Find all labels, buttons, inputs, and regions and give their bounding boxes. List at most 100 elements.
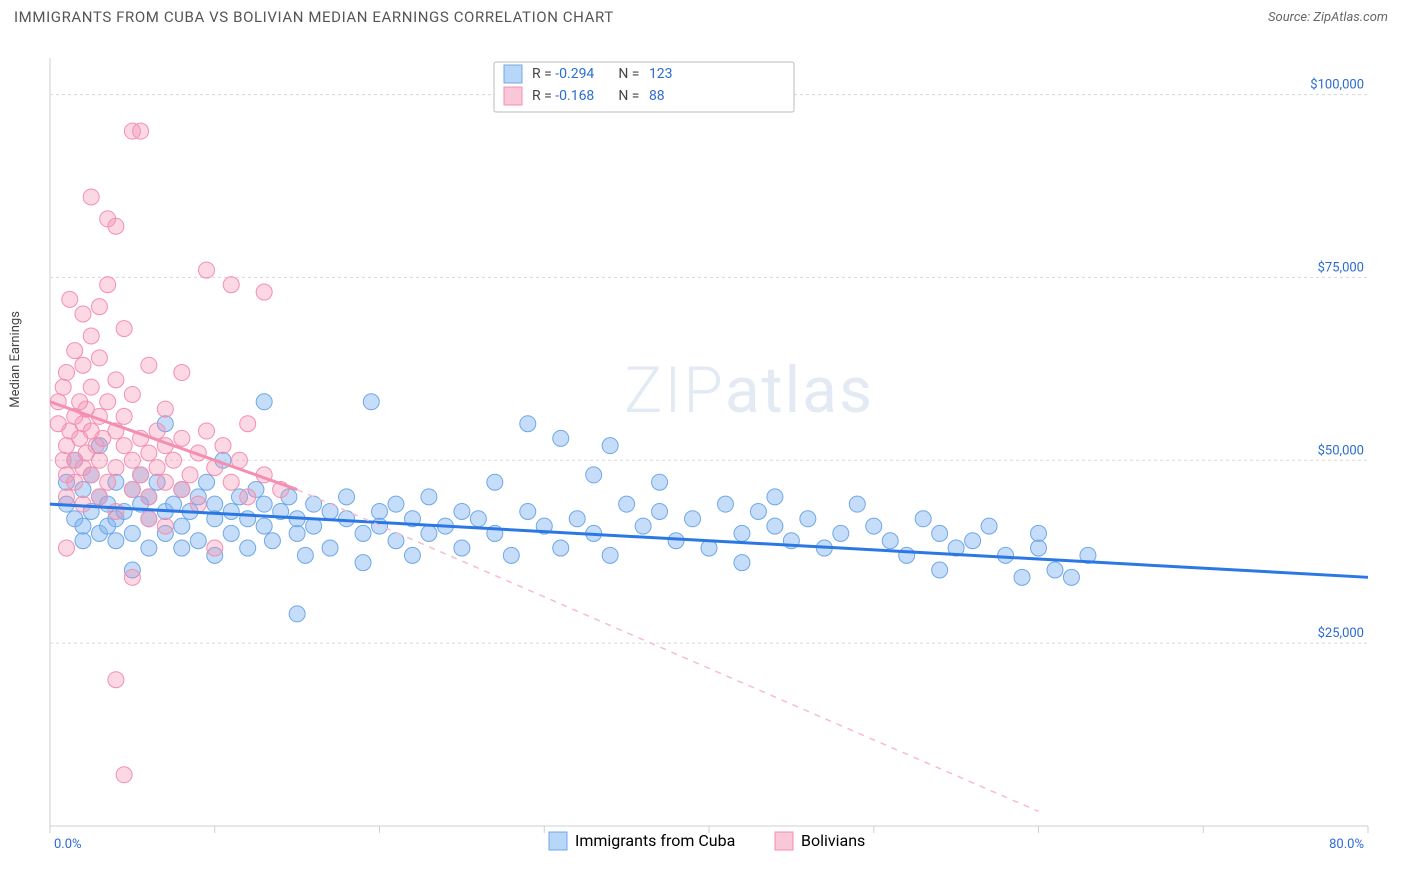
data-point — [58, 489, 74, 505]
data-point — [520, 416, 536, 432]
y-tick-label: $25,000 — [1318, 626, 1364, 641]
data-point — [882, 533, 898, 549]
data-point — [932, 562, 948, 578]
data-point — [223, 525, 239, 541]
data-point — [83, 189, 99, 205]
data-point — [355, 525, 371, 541]
data-point — [190, 496, 206, 512]
data-point — [1047, 562, 1063, 578]
data-point — [652, 474, 668, 490]
data-point — [174, 518, 190, 534]
data-point — [174, 365, 190, 381]
data-point — [734, 555, 750, 571]
data-point — [734, 525, 750, 541]
legend-label: Bolivians — [801, 831, 865, 850]
data-point — [124, 482, 140, 498]
data-point — [124, 525, 140, 541]
data-point — [149, 460, 165, 476]
data-point — [1031, 540, 1047, 556]
data-point — [652, 503, 668, 519]
data-point — [207, 540, 223, 556]
data-point — [108, 672, 124, 688]
data-point — [55, 379, 71, 395]
data-point — [157, 401, 173, 417]
data-point — [388, 496, 404, 512]
data-point — [240, 511, 256, 527]
data-point — [553, 430, 569, 446]
data-point — [100, 474, 116, 490]
data-point — [174, 430, 190, 446]
chart-title: IMMIGRANTS FROM CUBA VS BOLIVIAN MEDIAN … — [14, 8, 614, 26]
data-point — [67, 474, 83, 490]
data-point — [91, 299, 107, 315]
legend-label: Immigrants from Cuba — [575, 831, 735, 850]
data-point — [1031, 525, 1047, 541]
data-point — [182, 467, 198, 483]
data-point — [586, 467, 602, 483]
data-point — [190, 533, 206, 549]
data-point — [553, 540, 569, 556]
data-point — [981, 518, 997, 534]
data-point — [1063, 569, 1079, 585]
data-point — [116, 438, 132, 454]
data-point — [289, 606, 305, 622]
data-point — [306, 496, 322, 512]
data-point — [965, 533, 981, 549]
x-min-label: 0.0% — [54, 837, 82, 852]
data-point — [223, 503, 239, 519]
data-point — [668, 533, 684, 549]
data-point — [717, 496, 733, 512]
data-point — [372, 503, 388, 519]
data-point — [166, 452, 182, 468]
data-point — [800, 511, 816, 527]
data-point — [454, 540, 470, 556]
y-tick-label: $75,000 — [1318, 260, 1364, 275]
data-point — [174, 482, 190, 498]
data-point — [199, 423, 215, 439]
data-point — [141, 511, 157, 527]
data-point — [83, 467, 99, 483]
data-point — [932, 525, 948, 541]
data-point — [108, 372, 124, 388]
data-point — [322, 540, 338, 556]
data-point — [404, 547, 420, 563]
data-point — [685, 511, 701, 527]
data-point — [487, 474, 503, 490]
data-point — [116, 321, 132, 337]
data-point — [67, 343, 83, 359]
legend-swatch — [775, 832, 793, 850]
data-point — [215, 438, 231, 454]
data-point — [75, 306, 91, 322]
data-point — [108, 460, 124, 476]
data-point — [339, 511, 355, 527]
data-point — [767, 518, 783, 534]
data-point — [116, 767, 132, 783]
data-point — [602, 438, 618, 454]
legend-swatch — [504, 87, 522, 105]
data-point — [750, 503, 766, 519]
data-point — [83, 328, 99, 344]
data-point — [116, 408, 132, 424]
data-point — [767, 489, 783, 505]
data-point — [915, 511, 931, 527]
data-point — [75, 533, 91, 549]
data-point — [124, 386, 140, 402]
data-point — [199, 474, 215, 490]
data-point — [470, 511, 486, 527]
data-point — [866, 518, 882, 534]
data-point — [141, 540, 157, 556]
data-point — [240, 540, 256, 556]
data-point — [141, 445, 157, 461]
data-point — [141, 357, 157, 373]
data-point — [256, 518, 272, 534]
data-point — [100, 394, 116, 410]
data-point — [520, 503, 536, 519]
data-point — [75, 518, 91, 534]
data-point — [849, 496, 865, 512]
data-point — [421, 525, 437, 541]
y-tick-label: $100,000 — [1310, 78, 1364, 93]
data-point — [157, 518, 173, 534]
data-point — [157, 474, 173, 490]
data-point — [619, 496, 635, 512]
data-point — [256, 394, 272, 410]
